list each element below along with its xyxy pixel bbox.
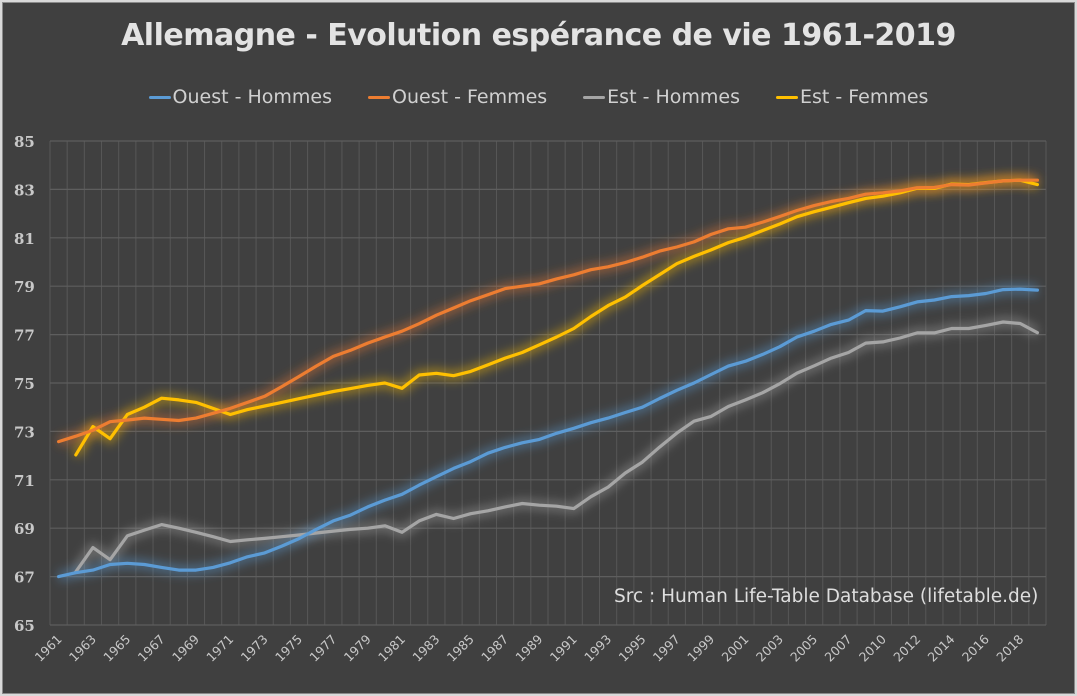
- legend-item-est-femmes[interactable]: Est - Femmes: [775, 86, 929, 108]
- legend-label-ouest-femmes: Ouest - Femmes: [392, 86, 548, 108]
- x-tick-label: 1989: [512, 631, 545, 664]
- series-line-ouest-femmes: [56, 178, 1040, 444]
- source-note: Src : Human Life-Table Database (lifetab…: [614, 586, 1039, 607]
- x-tick-label: 1969: [169, 631, 202, 664]
- series-line-ouest-hommes: [56, 287, 1040, 579]
- y-tick-label: 83: [14, 181, 35, 199]
- x-tick-label: 1971: [203, 632, 236, 665]
- x-tick-label: 2016: [959, 631, 992, 664]
- legend-swatch-ouest-femmes: [368, 95, 391, 99]
- chart-title: Allemagne - Evolution espérance de vie 1…: [121, 18, 956, 53]
- y-tick-label: 85: [14, 133, 35, 151]
- legend-item-est-hommes[interactable]: Est - Hommes: [583, 86, 740, 108]
- legend-swatch-ouest-hommes: [148, 95, 171, 99]
- legend-item-ouest-hommes[interactable]: Ouest - Hommes: [148, 86, 333, 108]
- x-tick-label: 2012: [890, 632, 923, 665]
- x-tick-label: 1961: [32, 632, 65, 665]
- x-tick-label: 2005: [787, 632, 820, 665]
- x-tick-label: 1983: [409, 632, 442, 665]
- legend-label-est-femmes: Est - Femmes: [799, 86, 929, 108]
- x-tick-label: 2007: [822, 632, 855, 665]
- x-tick-label: 1999: [684, 631, 717, 664]
- x-tick-label: 1965: [100, 632, 133, 665]
- x-tick-label: 1995: [615, 632, 648, 665]
- legend-item-ouest-femmes[interactable]: Ouest - Femmes: [368, 86, 547, 108]
- x-tick-label: 2003: [753, 632, 786, 665]
- x-tick-label: 1997: [650, 632, 683, 665]
- x-tick-label: 2001: [719, 632, 752, 665]
- y-axis-labels: 65 67 69 71 73 75 77 79 81 83 85: [14, 133, 35, 635]
- legend-swatch-est-femmes: [775, 95, 798, 99]
- legend-label-ouest-hommes: Ouest - Hommes: [172, 86, 333, 108]
- y-tick-label: 69: [14, 520, 35, 538]
- legend: Ouest - Hommes Ouest - Femmes Est - Homm…: [0, 86, 1077, 108]
- series-lines: [56, 178, 1040, 579]
- x-tick-label: 1991: [547, 632, 580, 665]
- y-tick-label: 79: [14, 278, 35, 296]
- x-tick-label: 1987: [478, 632, 511, 665]
- y-tick-label: 67: [14, 569, 35, 587]
- series-line-est-femmes: [74, 178, 1040, 457]
- x-axis-labels: 1961 1963 1965 1967 1969 1971 1973 1975 1977 1979…: [32, 631, 1027, 664]
- legend-swatch-est-hommes: [583, 95, 606, 99]
- y-tick-label: 75: [14, 375, 35, 393]
- gridlines: [49, 140, 1047, 626]
- y-tick-label: 81: [14, 230, 35, 248]
- x-tick-label: 1981: [375, 632, 408, 665]
- x-tick-label: 1963: [66, 632, 99, 665]
- series-line-est-hommes: [74, 320, 1040, 574]
- x-tick-label: 1967: [135, 632, 168, 665]
- series-glow-est-hommes: [71, 317, 1040, 575]
- x-tick-label: 1993: [581, 632, 614, 665]
- x-tick-label: 1979: [341, 631, 374, 664]
- x-tick-label: 2014: [925, 631, 958, 664]
- x-tick-label: 1973: [238, 632, 271, 665]
- x-tick-label: 2018: [993, 631, 1026, 664]
- y-tick-label: 65: [14, 617, 35, 635]
- legend-label-est-hommes: Est - Hommes: [607, 86, 740, 108]
- y-tick-label: 73: [14, 423, 35, 441]
- x-tick-label: 1977: [306, 632, 339, 665]
- x-tick-label: 2010: [856, 631, 889, 664]
- y-tick-label: 71: [14, 472, 35, 490]
- x-tick-label: 1985: [444, 632, 477, 665]
- y-tick-label: 77: [14, 327, 35, 345]
- x-tick-label: 1975: [272, 632, 305, 665]
